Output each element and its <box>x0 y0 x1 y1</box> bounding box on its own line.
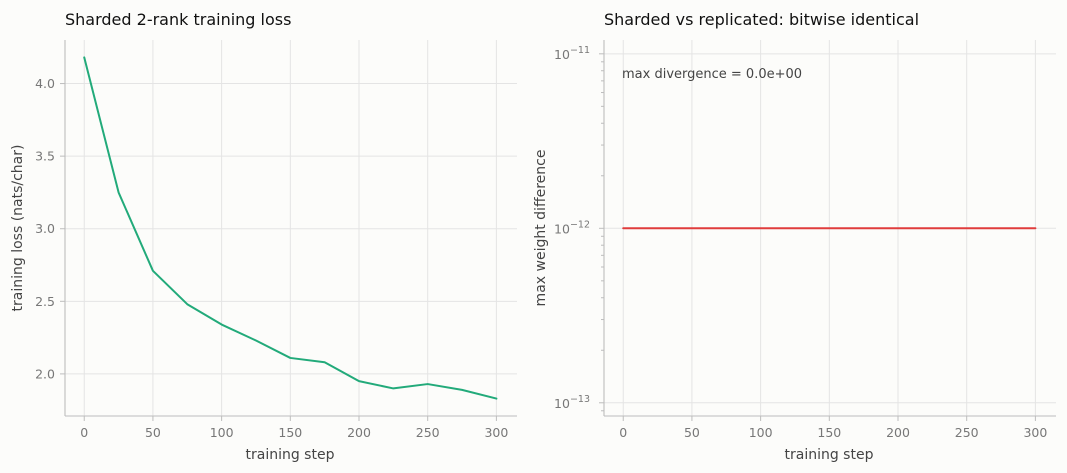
x-tick-label: 0 <box>619 425 627 440</box>
x-tick-label: 100 <box>210 425 234 440</box>
y-tick-label: 2.5 <box>35 294 55 309</box>
divergence-chart-xlabel: training step <box>785 447 874 463</box>
loss-chart-panel: Sharded 2-rank training loss 0 50 100 150 20… <box>10 10 517 463</box>
x-tick-label: 250 <box>416 425 440 440</box>
x-tick-label: 300 <box>484 425 508 440</box>
x-tick-label: 200 <box>886 425 910 440</box>
x-tick-label: 250 <box>955 425 979 440</box>
series-line <box>83 56 498 400</box>
x-tick-label: 100 <box>749 425 773 440</box>
loss-chart-ylabel: training loss (nats/char) <box>10 145 26 312</box>
x-tick-label: 50 <box>145 425 161 440</box>
x-tick-label: 300 <box>1023 425 1047 440</box>
y-tick-label: 3.0 <box>35 221 55 236</box>
loss-chart-xlabel: training step <box>246 447 335 463</box>
x-tick-label: 0 <box>80 425 88 440</box>
divergence-chart-title: Sharded vs replicated: bitwise identical <box>604 10 919 29</box>
loss-chart-title: Sharded 2-rank training loss <box>65 10 291 29</box>
y-tick-label: 4.0 <box>35 76 55 91</box>
y-tick-label: 10−12 <box>554 219 590 236</box>
x-tick-label: 200 <box>347 425 371 440</box>
divergence-chart-panel: Sharded vs replicated: bitwise identical… <box>533 10 1056 463</box>
y-tick-label: 2.0 <box>35 366 55 381</box>
y-tick-label: 10−13 <box>554 394 590 411</box>
divergence-chart-ylabel: max weight difference <box>533 150 549 307</box>
divergence-annotation: max divergence = 0.0e+00 <box>622 67 802 82</box>
x-tick-label: 150 <box>817 425 841 440</box>
y-tick-label: 10−11 <box>554 45 590 62</box>
x-tick-label: 50 <box>684 425 700 440</box>
x-tick-label: 150 <box>278 425 302 440</box>
y-tick-label: 3.5 <box>35 149 55 164</box>
